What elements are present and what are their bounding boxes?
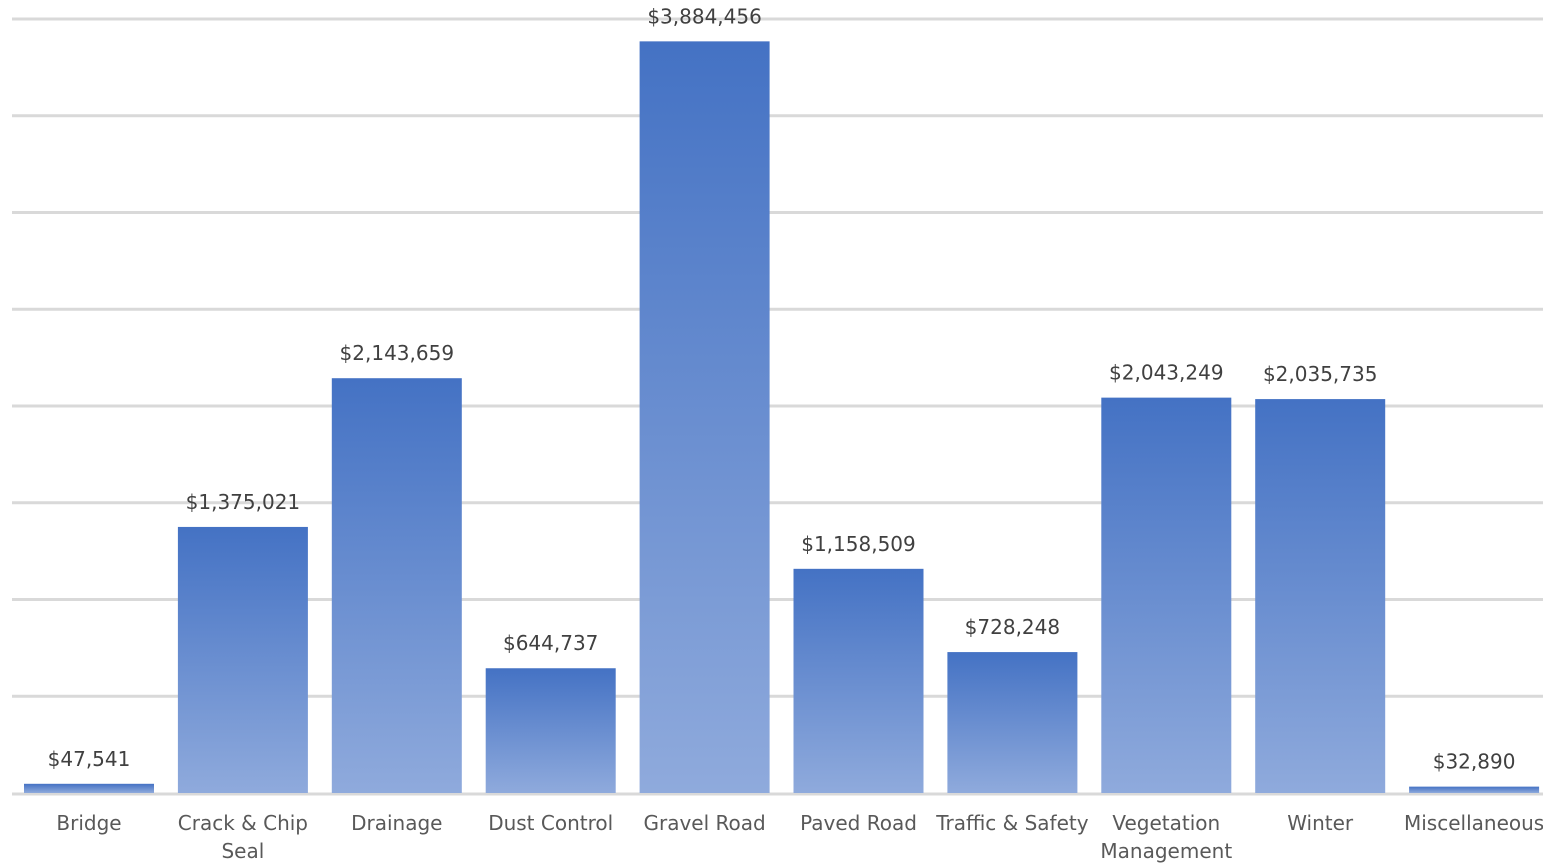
category-tick-label-line: Crack & Chip [178, 811, 308, 835]
category-tick-label-line: Winter [1287, 811, 1354, 835]
data-label: $1,375,021 [186, 490, 301, 514]
bar [177, 526, 308, 793]
data-label: $2,043,249 [1109, 361, 1224, 385]
category-tick-label-line: Dust Control [488, 811, 613, 835]
bar [1101, 397, 1232, 793]
bar [485, 668, 616, 793]
category-tick-label-line: Gravel Road [643, 811, 765, 835]
data-labels: $47,541 $1,375,021 $2,143,659 $644,737 $3,88… [48, 4, 1516, 773]
category-tick-label: Dust Control [488, 811, 613, 835]
category-tick-label: Drainage [351, 811, 442, 835]
category-tick-label: Gravel Road [643, 811, 765, 835]
category-tick-label-line: Traffic & Safety [935, 811, 1089, 835]
data-label: $728,248 [965, 615, 1060, 639]
bar [24, 783, 154, 793]
data-label: $644,737 [503, 631, 598, 655]
data-label: $32,890 [1433, 750, 1516, 774]
bars [24, 41, 1540, 793]
bar [793, 568, 924, 793]
data-label: $1,158,509 [801, 532, 916, 556]
category-tick-label-line: Vegetation [1112, 811, 1220, 835]
category-tick-label-line: Miscellaneous [1404, 811, 1543, 835]
category-axis-labels: Bridge Crack & Chip Seal Drainage Dust Contr… [56, 811, 1543, 863]
category-tick-label-line: Drainage [351, 811, 442, 835]
category-tick-label: Traffic & Safety [935, 811, 1089, 835]
category-tick-label-line: Paved Road [800, 811, 917, 835]
bar [1255, 399, 1386, 793]
bar [947, 652, 1078, 793]
category-tick-label-line: Seal [221, 839, 264, 863]
category-tick-label: Winter [1287, 811, 1354, 835]
bar [331, 378, 462, 793]
category-tick-label-line: Bridge [56, 811, 121, 835]
category-tick-label: Miscellaneous [1404, 811, 1543, 835]
data-label: $2,035,735 [1263, 362, 1378, 386]
category-tick-label: Vegetation Management [1100, 811, 1232, 863]
data-label: $2,143,659 [340, 341, 455, 365]
bar [639, 41, 770, 793]
data-label: $47,541 [48, 747, 131, 771]
data-label: $3,884,456 [647, 4, 762, 28]
category-tick-label: Paved Road [800, 811, 917, 835]
category-tick-label: Bridge [56, 811, 121, 835]
category-tick-label-line: Management [1100, 839, 1232, 863]
category-tick-label: Crack & Chip Seal [178, 811, 308, 863]
bar [1409, 786, 1540, 793]
